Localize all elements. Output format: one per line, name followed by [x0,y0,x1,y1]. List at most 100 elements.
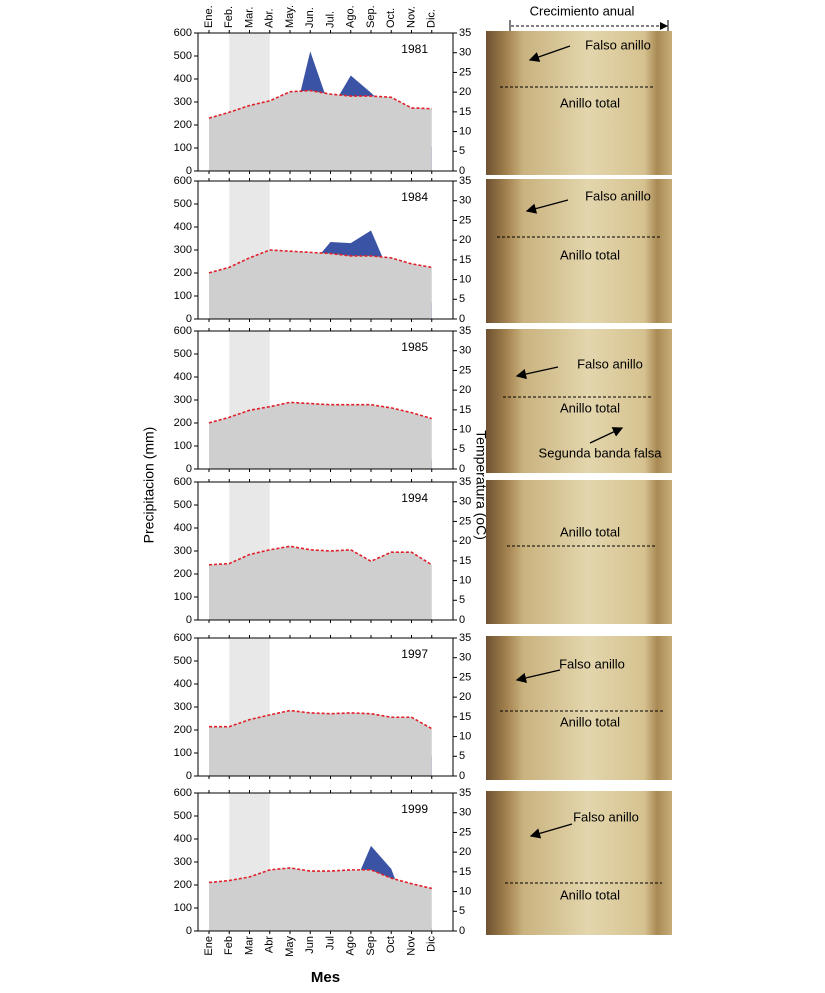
photo-label: Anillo total [560,524,620,539]
y-tick-label: 400 [174,371,192,383]
temperature-area [209,250,432,319]
y2-tick-label: 25 [459,214,471,226]
y2-tick-label: 30 [459,195,471,207]
y2-tick-label: 35 [459,175,471,187]
x-tick-label: Jul [324,936,336,950]
top-month-label: Mar. [243,7,255,28]
y-tick-label: 200 [174,568,192,580]
photo-label: Anillo total [560,887,620,902]
y-tick-label: 300 [174,394,192,406]
temperature-line [208,89,432,119]
y2-tick-label: 25 [459,826,471,838]
y-tick-label: 500 [174,50,192,62]
x-tick-label: Ene [203,936,215,956]
y-tick-label: 0 [186,614,192,626]
photo-label: Anillo total [560,247,620,262]
x-tick-label: Abr [264,936,276,953]
wood-photo [486,179,672,323]
top-month-label: Jun. [304,7,316,28]
y-tick-label: 200 [174,267,192,279]
year-label: 1985 [401,340,428,354]
y2-tick-label: 20 [459,535,471,547]
temperature-area [209,710,432,776]
y2-tick-label: 10 [459,574,471,586]
y2-tick-label: 0 [459,463,465,475]
y-tick-label: 600 [174,787,192,799]
y2-tick-label: 0 [459,614,465,626]
y-tick-label: 400 [174,221,192,233]
y2-tick-label: 30 [459,652,471,664]
y2-tick-label: 10 [459,423,471,435]
y-tick-label: 0 [186,770,192,782]
wood-photo [486,791,672,935]
temperature-line [208,867,432,890]
y2-tick-label: 30 [459,345,471,357]
y-tick-label: 0 [186,313,192,325]
y-tick-label: 400 [174,73,192,85]
x-tick-label: Sep [365,936,377,956]
year-label: 1994 [401,491,428,505]
y2-tick-label: 25 [459,671,471,683]
y-tick-label: 400 [174,833,192,845]
photo-arrow [515,366,559,380]
y-tick-label: 300 [174,545,192,557]
y-tick-label: 300 [174,856,192,868]
y-tick-label: 100 [174,591,192,603]
wood-photo [486,329,672,473]
y-tick-label: 0 [186,925,192,937]
photo-label: Anillo total [560,714,620,729]
photo-label: Falso anillo [585,188,651,203]
x-tick-label: Dic [426,936,438,952]
y2-tick-label: 5 [459,594,465,606]
photo-label: Anillo total [560,95,620,110]
wood-photo [486,31,672,175]
y-tick-label: 600 [174,27,192,39]
y-tick-label: 0 [186,165,192,177]
y2-tick-label: 35 [459,632,471,644]
y-axis-label: Precipitacion (mm) [141,427,157,544]
photo-arrow [589,427,624,444]
y2-tick-label: 10 [459,273,471,285]
y2-tick-label: 5 [459,145,465,157]
x-tick-label: Mar [243,936,255,955]
y-tick-label: 300 [174,244,192,256]
y2-tick-label: 10 [459,730,471,742]
y-tick-label: 600 [174,175,192,187]
y-tick-label: 600 [174,325,192,337]
x-axis-label: Mes [311,969,340,986]
y2-tick-label: 35 [459,325,471,337]
y-tick-label: 100 [174,290,192,302]
year-label: 1999 [401,802,428,816]
top-month-label: Nov. [405,6,417,28]
year-label: 1984 [401,190,428,204]
top-month-label: Ago. [345,5,357,28]
photo-label: Falso anillo [577,356,643,371]
y2-axis-label: Temperatura (oC) [473,430,489,540]
y2-tick-label: 30 [459,496,471,508]
y-tick-label: 300 [174,701,192,713]
y2-tick-label: 10 [459,125,471,137]
photo-arrow [528,45,571,62]
y2-tick-label: 15 [459,555,471,567]
y-tick-label: 200 [174,724,192,736]
y2-tick-label: 35 [459,27,471,39]
temperature-area [209,402,432,469]
y2-tick-label: 5 [459,293,465,305]
y2-tick-label: 0 [459,925,465,937]
y-tick-label: 200 [174,879,192,891]
top-month-label: Feb. [223,6,235,28]
y-tick-label: 500 [174,348,192,360]
y-tick-label: 500 [174,655,192,667]
photo-arrow [525,199,569,214]
y2-tick-label: 20 [459,691,471,703]
photo-header: Crecimiento anual [530,3,635,18]
top-month-label: Abr. [264,8,276,28]
x-tick-label: Oct [385,936,397,953]
y2-tick-label: 5 [459,905,465,917]
y2-tick-label: 20 [459,234,471,246]
year-label: 1981 [401,42,428,56]
photo-arrow [515,669,561,684]
y2-tick-label: 5 [459,443,465,455]
temperature-line [208,249,432,274]
